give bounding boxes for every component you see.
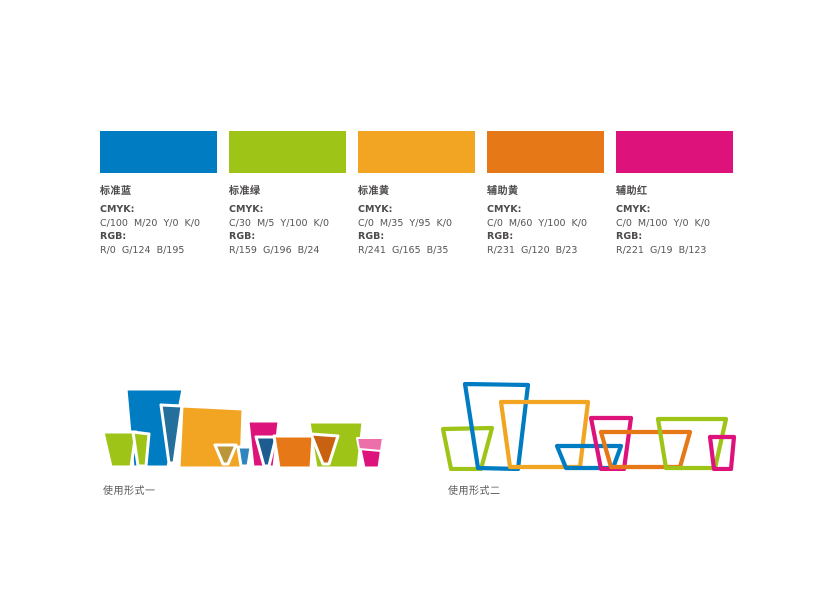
trapezoid-shape-yellow-large — [177, 404, 245, 469]
color-swatch-blue — [100, 131, 217, 173]
cmyk-value: C/100 M/20 Y/0 K/0 — [100, 217, 201, 229]
color-spec: CMYK: C/0 M/35 Y/95 K/0 RGB: R/241 G/165… — [358, 203, 476, 257]
rgb-value: R/159 G/196 B/24 — [229, 244, 320, 256]
color-column-green: 标准绿 CMYK: C/30 M/5 Y/100 K/0 RGB: R/159 … — [229, 131, 347, 257]
color-spec: CMYK: C/0 M/60 Y/100 K/0 RGB: R/231 G/12… — [487, 203, 605, 257]
color-swatch-yellow — [358, 131, 475, 173]
swatch-rect — [229, 131, 346, 173]
rgb-value: R/231 G/120 B/23 — [487, 244, 578, 256]
cmyk-label: CMYK: — [616, 204, 651, 215]
color-name: 辅助红 — [616, 186, 648, 197]
color-spec: CMYK: C/30 M/5 Y/100 K/0 RGB: R/159 G/19… — [229, 203, 347, 257]
color-swatch-green — [229, 131, 346, 173]
color-name: 标准蓝 — [100, 186, 132, 197]
rgb-label: RGB: — [358, 231, 385, 242]
rgb-label: RGB: — [100, 231, 127, 242]
cmyk-label: CMYK: — [358, 204, 393, 215]
outline-trapezoid-yellow-large — [498, 399, 591, 470]
trapezoid-shape-green-left — [101, 430, 138, 469]
swatch-rect — [616, 131, 733, 173]
usage-form-two-graphic — [441, 382, 736, 471]
swatch-rect — [358, 131, 475, 173]
color-swatch-aux-red — [616, 131, 733, 173]
cmyk-value: C/0 M/60 Y/100 K/0 — [487, 217, 588, 229]
trapezoid-shape-darkorange-cone — [309, 432, 340, 466]
trapezoid-shape-darkblue-cone — [159, 403, 184, 465]
rgb-label: RGB: — [616, 231, 643, 242]
trapezoid-shape-blue-small — [236, 445, 253, 468]
trapezoid-shape-navy-cone — [254, 435, 278, 468]
rgb-value: R/0 G/124 B/195 — [100, 244, 185, 256]
color-name: 辅助黄 — [487, 186, 519, 197]
outline-trapezoid-pink-small — [707, 434, 736, 471]
color-column-blue: 标准蓝 CMYK: C/100 M/20 Y/0 K/0 RGB: R/0 G/… — [100, 131, 218, 257]
color-column-yellow: 标准黄 CMYK: C/0 M/35 Y/95 K/0 RGB: R/241 G… — [358, 131, 476, 257]
swatch-rect — [487, 131, 604, 173]
cmyk-label: CMYK: — [100, 204, 135, 215]
rgb-value: R/221 G/19 B/123 — [616, 244, 707, 256]
color-spec: CMYK: C/0 M/100 Y/0 K/0 RGB: R/221 G/19 … — [616, 203, 734, 257]
color-swatch-aux-yellow — [487, 131, 604, 173]
usage-form-one-label: 使用形式一 — [103, 486, 156, 497]
rgb-label: RGB: — [487, 231, 514, 242]
usage-form-one-graphic — [101, 387, 385, 469]
usage-form-two-label: 使用形式二 — [448, 486, 501, 497]
color-name: 标准黄 — [358, 186, 390, 197]
cmyk-label: CMYK: — [229, 204, 264, 215]
cmyk-value: C/0 M/100 Y/0 K/0 — [616, 217, 710, 229]
cmyk-value: C/30 M/5 Y/100 K/0 — [229, 217, 330, 229]
color-name: 标准绿 — [229, 186, 261, 197]
trapezoid-shape-green-small — [131, 430, 151, 468]
cmyk-value: C/0 M/35 Y/95 K/0 — [358, 217, 452, 229]
color-spec: CMYK: C/100 M/20 Y/0 K/0 RGB: R/0 G/124 … — [100, 203, 218, 257]
rgb-value: R/241 G/165 B/35 — [358, 244, 449, 256]
cmyk-label: CMYK: — [487, 204, 522, 215]
trapezoid-shape-pink-light-overlay — [356, 437, 384, 452]
swatch-rect — [100, 131, 217, 173]
outline-trapezoid-green-left — [441, 425, 495, 471]
color-column-aux-red: 辅助红 CMYK: C/0 M/100 Y/0 K/0 RGB: R/221 G… — [616, 131, 734, 257]
outline-trapezoid-green-wide — [655, 416, 729, 471]
rgb-label: RGB: — [229, 231, 256, 242]
trapezoid-shape-olive-cone — [213, 443, 238, 466]
color-column-aux-yellow: 辅助黄 CMYK: C/0 M/60 Y/100 K/0 RGB: R/231 … — [487, 131, 605, 257]
trapezoid-shape-orange-wide — [272, 434, 315, 469]
